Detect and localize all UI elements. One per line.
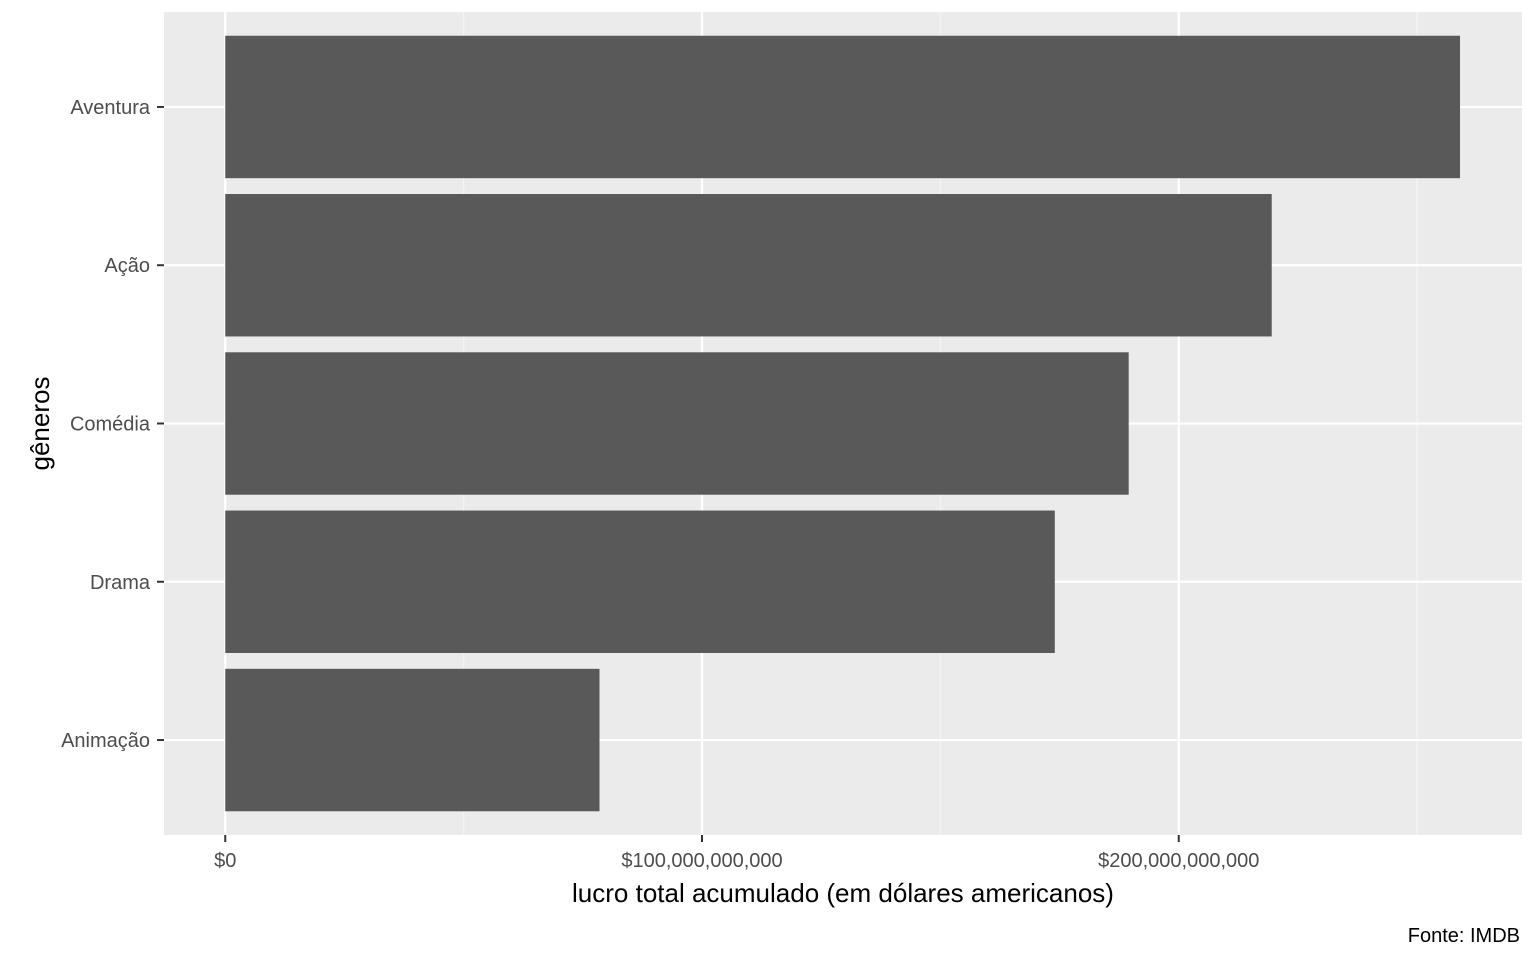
y-tick-label: Drama (90, 572, 151, 594)
x-axis: $0 $100,000,000,000 $200,000,000,000 (214, 835, 1259, 872)
x-tick-label: $0 (214, 850, 236, 872)
x-axis-title: lucro total acumulado (em dólares americ… (572, 878, 1114, 908)
caption-source: Fonte: IMDB (1408, 925, 1520, 947)
x-tick-label: $200,000,000,000 (1098, 850, 1259, 872)
x-tick-label: $100,000,000,000 (621, 850, 782, 872)
bars-group (225, 35, 1461, 812)
y-tick-label: Comédia (70, 414, 151, 436)
bar-3 (225, 510, 1055, 653)
y-tick-label: Ação (104, 255, 150, 277)
bar-1 (225, 194, 1272, 337)
y-axis-title: gêneros (25, 377, 55, 471)
bar-4 (225, 668, 600, 812)
y-axis: Aventura Ação Comédia Drama Animação (61, 97, 164, 752)
y-tick-label: Animação (61, 730, 150, 752)
bar-0 (225, 35, 1461, 179)
y-tick-label: Aventura (70, 97, 151, 119)
bar-2 (225, 352, 1129, 495)
